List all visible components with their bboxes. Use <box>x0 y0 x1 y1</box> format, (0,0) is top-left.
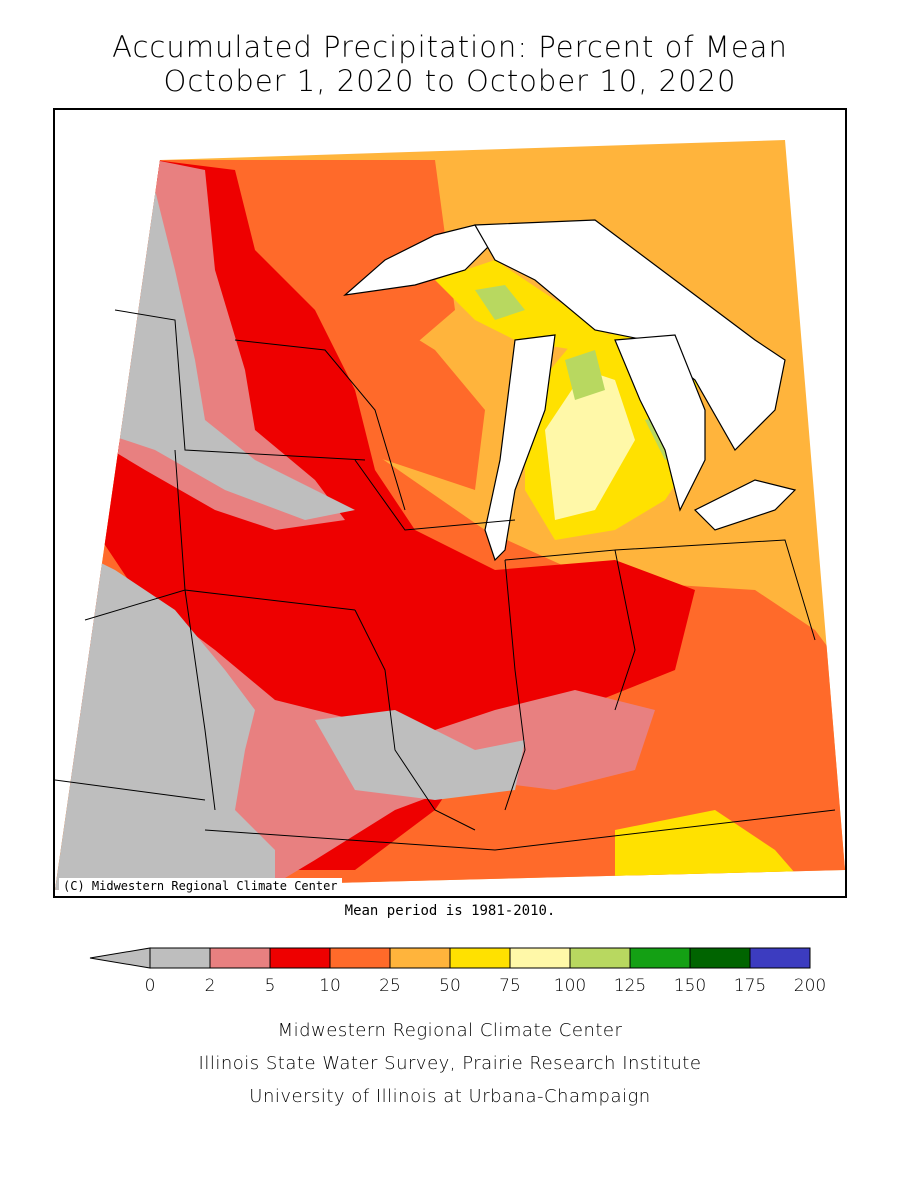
legend-swatch <box>389 947 451 969</box>
legend-tick-label: 100 <box>553 976 587 996</box>
legend-tick-label: 175 <box>733 976 767 996</box>
legend-tick-label: 75 <box>499 976 521 996</box>
legend-color-bar <box>89 947 811 969</box>
lake-superior-east <box>473 219 786 451</box>
lake-michigan <box>484 334 556 562</box>
map-canvas <box>55 140 845 890</box>
legend-swatch <box>689 947 751 969</box>
legend-swatch <box>449 947 511 969</box>
legend-swatch <box>569 947 631 969</box>
legend-tick-label: 200 <box>793 976 827 996</box>
lake-huron <box>614 334 706 512</box>
great-lakes <box>343 219 797 562</box>
legend-tick-label: 25 <box>379 976 401 996</box>
state-borders <box>55 309 836 851</box>
legend-swatch <box>509 947 571 969</box>
precipitation-map: (C) Midwestern Regional Climate Center <box>53 108 847 898</box>
map-title-line2: October 1, 2020 to October 10, 2020 <box>163 64 737 98</box>
legend-tick-label: 10 <box>319 976 341 996</box>
legend-swatch <box>209 947 271 969</box>
credit-line-2: Illinois State Water Survey, Prairie Res… <box>198 1053 702 1074</box>
lake-erie <box>693 479 797 531</box>
legend-tick-label: 150 <box>673 976 707 996</box>
legend-tick-label: 50 <box>439 976 461 996</box>
legend-tick-label: 5 <box>264 976 276 996</box>
color-scale-legend: 0 2 5 10 25 50 75 100 125 150 175 200 <box>85 940 826 1000</box>
legend-swatch <box>329 947 391 969</box>
map-title-line1: Accumulated Precipitation: Percent of Me… <box>112 30 788 64</box>
credit-line-1: Midwestern Regional Climate Center <box>277 1020 623 1041</box>
legend-tick-label: 0 <box>144 976 156 996</box>
copyright-label: (C) Midwestern Regional Climate Center <box>59 878 342 894</box>
legend-tick-label: 2 <box>204 976 216 996</box>
legend-swatch <box>269 947 331 969</box>
legend-arrow <box>89 947 151 969</box>
credit-line-3: University of Illinois at Urbana-Champai… <box>249 1086 651 1107</box>
legend-swatch <box>149 947 211 969</box>
legend-swatch <box>629 947 691 969</box>
mean-period-note: Mean period is 1981-2010. <box>344 903 556 919</box>
legend-tick-label: 125 <box>613 976 647 996</box>
legend-swatch <box>749 947 811 969</box>
